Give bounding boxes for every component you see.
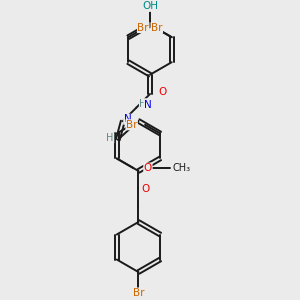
Text: O: O <box>141 184 149 194</box>
Text: N: N <box>144 100 152 110</box>
Text: OH: OH <box>142 2 158 11</box>
Text: Br: Br <box>151 22 163 33</box>
Text: O: O <box>158 87 166 97</box>
Text: N: N <box>124 114 131 124</box>
Text: CH₃: CH₃ <box>172 163 190 173</box>
Text: H: H <box>106 133 114 143</box>
Text: Br: Br <box>126 120 137 130</box>
Text: Br: Br <box>137 22 149 33</box>
Text: O: O <box>144 163 152 173</box>
Text: H: H <box>140 99 147 109</box>
Text: Br: Br <box>133 288 144 298</box>
